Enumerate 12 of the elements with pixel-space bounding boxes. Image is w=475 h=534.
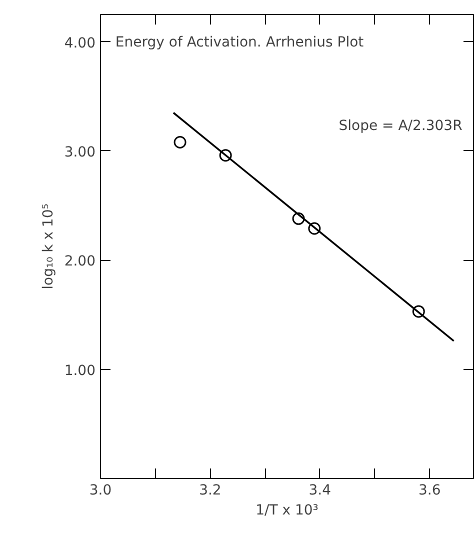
- x-tick-label: 3.6: [418, 482, 441, 498]
- text: Energy of Activation. Arrhenius Plot: [115, 34, 364, 50]
- y-tick-label: 3.00: [64, 144, 96, 160]
- x-tick-label: 3.0: [89, 482, 112, 498]
- x-tick-label: 3.4: [308, 482, 332, 498]
- annotation: Slope = A/2.303R: [338, 118, 463, 134]
- x-tick-label: 3.2: [199, 482, 222, 498]
- y-tick-label: 4.00: [64, 35, 96, 52]
- y-tick-label: 1.00: [64, 362, 96, 379]
- y-tick-label: 2.00: [64, 254, 96, 270]
- y-axis-title: log₁₀ k x 10⁵: [40, 204, 56, 290]
- x-axis-title: 1/T x 10³: [256, 502, 318, 518]
